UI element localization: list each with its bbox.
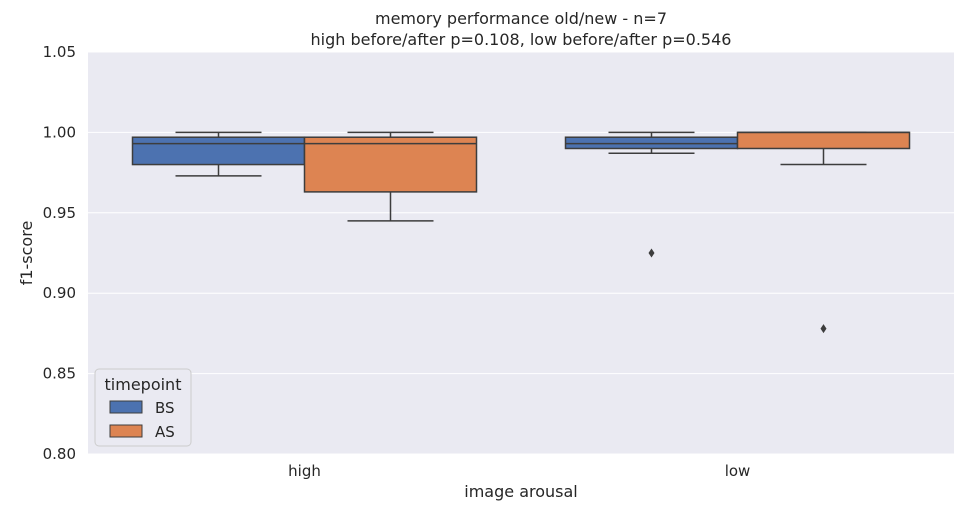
y-tick-label: 1.05 — [43, 43, 76, 61]
legend-title: timepoint — [105, 375, 182, 394]
box-iqr — [303, 136, 478, 193]
box-iqr — [131, 136, 306, 166]
boxes-group — [131, 131, 911, 334]
x-axis-label: image arousal — [464, 482, 577, 501]
y-tick-label: 0.85 — [43, 365, 76, 383]
legend-swatch-as — [109, 424, 143, 438]
x-tick-labels: high low — [288, 462, 750, 480]
x-tick-label: high — [288, 462, 321, 480]
y-tick-labels: 0.80 0.85 0.90 0.95 1.00 1.05 — [43, 43, 76, 463]
x-tick-label: low — [725, 462, 751, 480]
y-tick-label: 0.95 — [43, 204, 76, 222]
box-as-low — [736, 131, 911, 334]
box-as-high — [303, 131, 478, 222]
plot-area — [88, 52, 954, 454]
y-tick-label: 0.90 — [43, 284, 76, 302]
y-axis-label: f1-score — [17, 221, 36, 286]
box-iqr — [736, 131, 911, 150]
chart-title: memory performance old/new - n=7 — [375, 9, 667, 28]
y-tick-label: 0.80 — [43, 445, 76, 463]
legend-swatch-bs — [109, 400, 143, 414]
y-tick-label: 1.00 — [43, 123, 76, 141]
box-iqr — [564, 136, 739, 150]
legend-label-as: AS — [155, 423, 175, 441]
legend: timepoint BS AS — [94, 368, 192, 447]
legend-label-bs: BS — [155, 399, 175, 417]
chart-subtitle: high before/after p=0.108, low before/af… — [311, 30, 732, 49]
outlier-point — [648, 248, 655, 258]
outlier-point — [820, 324, 827, 334]
